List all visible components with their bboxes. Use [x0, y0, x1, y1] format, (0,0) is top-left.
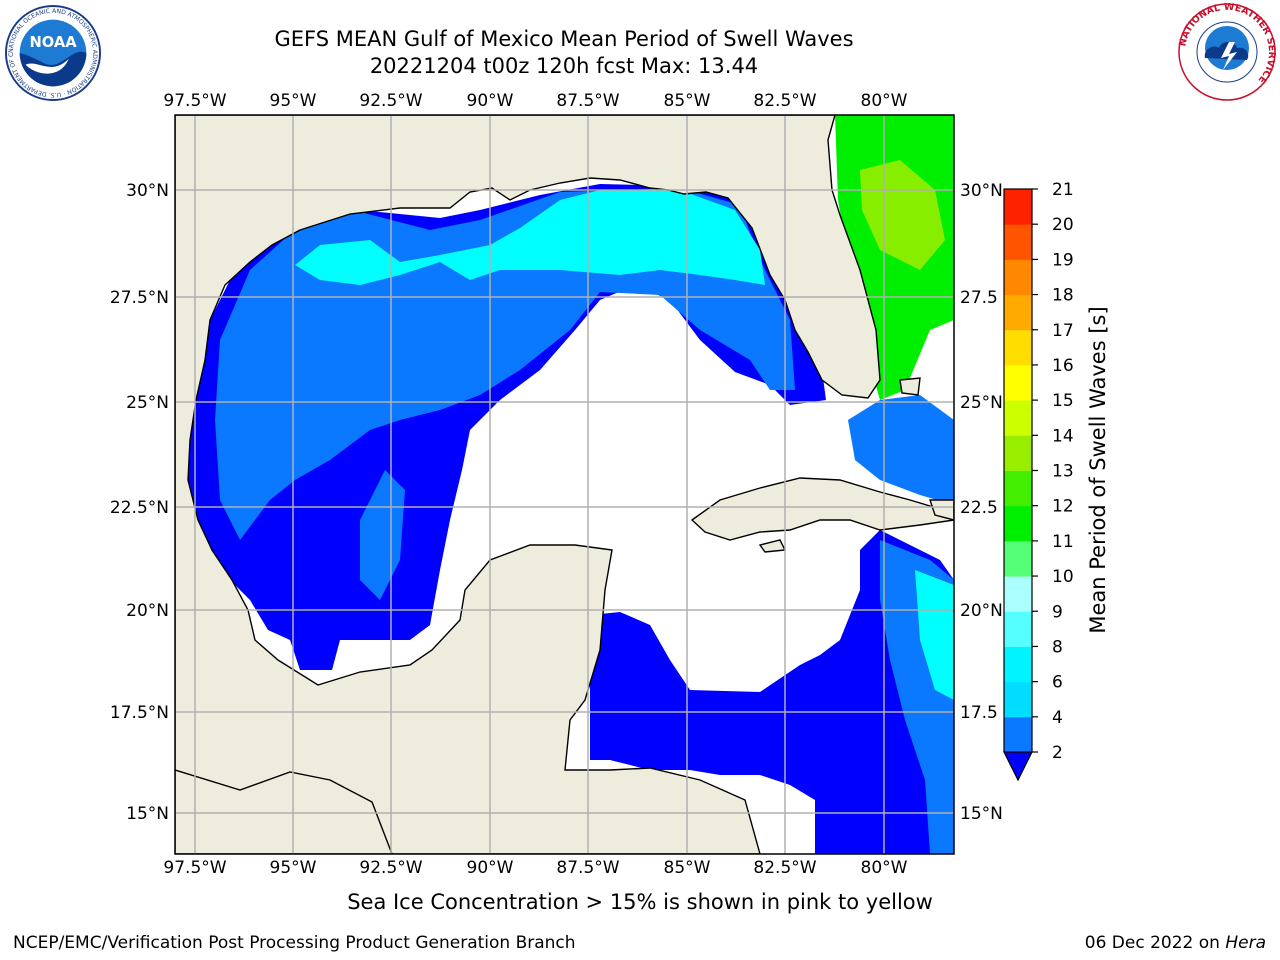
lon-label: 92.5°W	[359, 858, 422, 878]
lon-label: 87.5°W	[556, 91, 619, 111]
colorbar-segment	[1004, 435, 1032, 471]
colorbar-segment	[1004, 400, 1032, 436]
sea-ice-note: Sea Ice Concentration > 15% is shown in …	[347, 890, 933, 914]
footer-date: 06 Dec 2022 on Hera	[1085, 933, 1266, 953]
nws-logo: NATIONAL WEATHER SERVICE	[1177, 2, 1277, 101]
lat-labels-left: 30°N 27.5°N 25°N 22.5°N 20°N 17.5°N 15°N	[110, 181, 169, 824]
colorbar-tick-label: 2	[1052, 743, 1063, 763]
swell-field-cyan	[295, 190, 765, 285]
land-cuba	[690, 477, 954, 541]
colorbar-segment	[1004, 189, 1032, 225]
lon-labels-top: 97.5°W 95°W 92.5°W 90°W 87.5°W 85°W 82.5°W 80°W	[163, 91, 907, 111]
colorbar-tick-label: 15	[1052, 391, 1074, 411]
lat-label: 30°N	[126, 181, 169, 201]
lon-label: 92.5°W	[359, 91, 422, 111]
lon-label: 95°W	[270, 91, 317, 111]
lat-labels-right: 30°N 27.5 25°N 22.5 20°N 17.5 15°N	[960, 181, 1003, 824]
lat-label: 17.5°N	[110, 703, 169, 723]
lon-label: 87.5°W	[556, 858, 619, 878]
colorbar-segment	[1004, 505, 1032, 542]
colorbar-tick-label: 6	[1052, 673, 1063, 693]
colorbar-tick-label: 12	[1052, 497, 1074, 517]
colorbar-segment	[1004, 294, 1032, 331]
colorbar-tick-label: 16	[1052, 356, 1074, 376]
colorbar-segment	[1004, 716, 1032, 753]
noaa-logo: NATIONAL OCEANIC AND ATMOSPHERIC ADMINIS…	[4, 4, 102, 102]
footer-credit: NCEP/EMC/Verification Post Processing Pr…	[13, 933, 576, 953]
colorbar-tick-label: 11	[1052, 532, 1074, 552]
land-us-mexico	[175, 115, 881, 854]
colorbar-segment	[1004, 540, 1032, 577]
colorbar-tick-label: 9	[1052, 602, 1063, 622]
lat-label: 25°N	[960, 393, 1003, 413]
lon-label: 90°W	[467, 91, 514, 111]
colorbar-tick-label: 4	[1052, 708, 1063, 728]
colorbar-tick-label: 21	[1052, 180, 1074, 200]
colorbar-segment	[1004, 611, 1032, 647]
colorbar-segment	[1004, 681, 1032, 718]
colorbar-tick-label: 8	[1052, 637, 1063, 657]
lon-label: 80°W	[861, 91, 908, 111]
colorbar-tick-label: 14	[1052, 426, 1074, 446]
swell-field-mid2	[360, 470, 405, 600]
lon-label: 95°W	[270, 858, 317, 878]
map-frame	[174, 114, 955, 855]
colorbar-extend-triangle	[1003, 751, 1033, 782]
colorbar-segment	[1004, 646, 1032, 683]
lon-label: 82.5°W	[753, 91, 816, 111]
lat-label: 15°N	[960, 804, 1003, 824]
lat-label: 15°N	[126, 804, 169, 824]
lon-label: 85°W	[664, 91, 711, 111]
colorbar-segment	[1004, 329, 1032, 366]
land-bahamas	[899, 377, 921, 396]
lat-label: 17.5	[960, 703, 998, 723]
land-hispaniola	[929, 499, 954, 521]
lat-label: 20°N	[960, 601, 1003, 621]
lat-label: 22.5	[960, 498, 998, 518]
graticule	[175, 115, 954, 854]
colorbar-segment	[1004, 364, 1032, 401]
colorbar-tick-label: 18	[1052, 286, 1074, 306]
colorbar-label: Mean Period of Swell Waves [s]	[1086, 306, 1110, 634]
lat-label: 27.5	[960, 288, 998, 308]
lon-label: 80°W	[861, 858, 908, 878]
footer-date-text: 06 Dec 2022 on	[1084, 933, 1226, 953]
lon-label: 82.5°W	[753, 858, 816, 878]
colorbar-segment	[1004, 224, 1032, 260]
swell-field-atlantic-blue	[848, 395, 954, 505]
colorbar-tick-label: 20	[1052, 215, 1074, 235]
colorbar-segment	[1004, 576, 1032, 612]
swell-field-atlantic-lime	[860, 160, 945, 270]
colorbar-segment	[1004, 470, 1032, 507]
lat-label: 22.5°N	[110, 498, 169, 518]
lat-label: 25°N	[126, 393, 169, 413]
swell-field-caribbean	[590, 530, 954, 854]
swell-field-caribbean-cyan	[915, 570, 954, 700]
colorbar-tick-label: 19	[1052, 250, 1074, 270]
chart-subtitle: 20221204 t00z 120h fcst Max: 13.44	[369, 54, 759, 78]
colorbar-tick-label: 10	[1052, 567, 1074, 587]
lon-labels-bottom: 97.5°W 95°W 92.5°W 90°W 87.5°W 85°W 82.5°W 80°W	[163, 858, 907, 878]
lon-label: 97.5°W	[163, 91, 226, 111]
map-plot-area	[175, 115, 954, 854]
lat-label: 27.5°N	[110, 288, 169, 308]
lat-label: 20°N	[126, 601, 169, 621]
chart-title: GEFS MEAN Gulf of Mexico Mean Period of …	[274, 27, 854, 51]
colorbar-tick-label: 17	[1052, 321, 1074, 341]
land-areas	[175, 115, 954, 854]
noaa-logo-text: NOAA	[29, 34, 77, 51]
lon-label: 90°W	[467, 858, 514, 878]
footer-host: Hera	[1225, 933, 1266, 953]
colorbar-tick-label: 13	[1052, 462, 1074, 482]
colorbar: 2 4 6 8 9 10 11 12 13 14 15 16 17 18 19 20 21	[1003, 180, 1074, 782]
colorbar-segment	[1004, 259, 1032, 296]
lon-label: 85°W	[664, 858, 711, 878]
lat-label: 30°N	[960, 181, 1003, 201]
lon-label: 97.5°W	[163, 858, 226, 878]
